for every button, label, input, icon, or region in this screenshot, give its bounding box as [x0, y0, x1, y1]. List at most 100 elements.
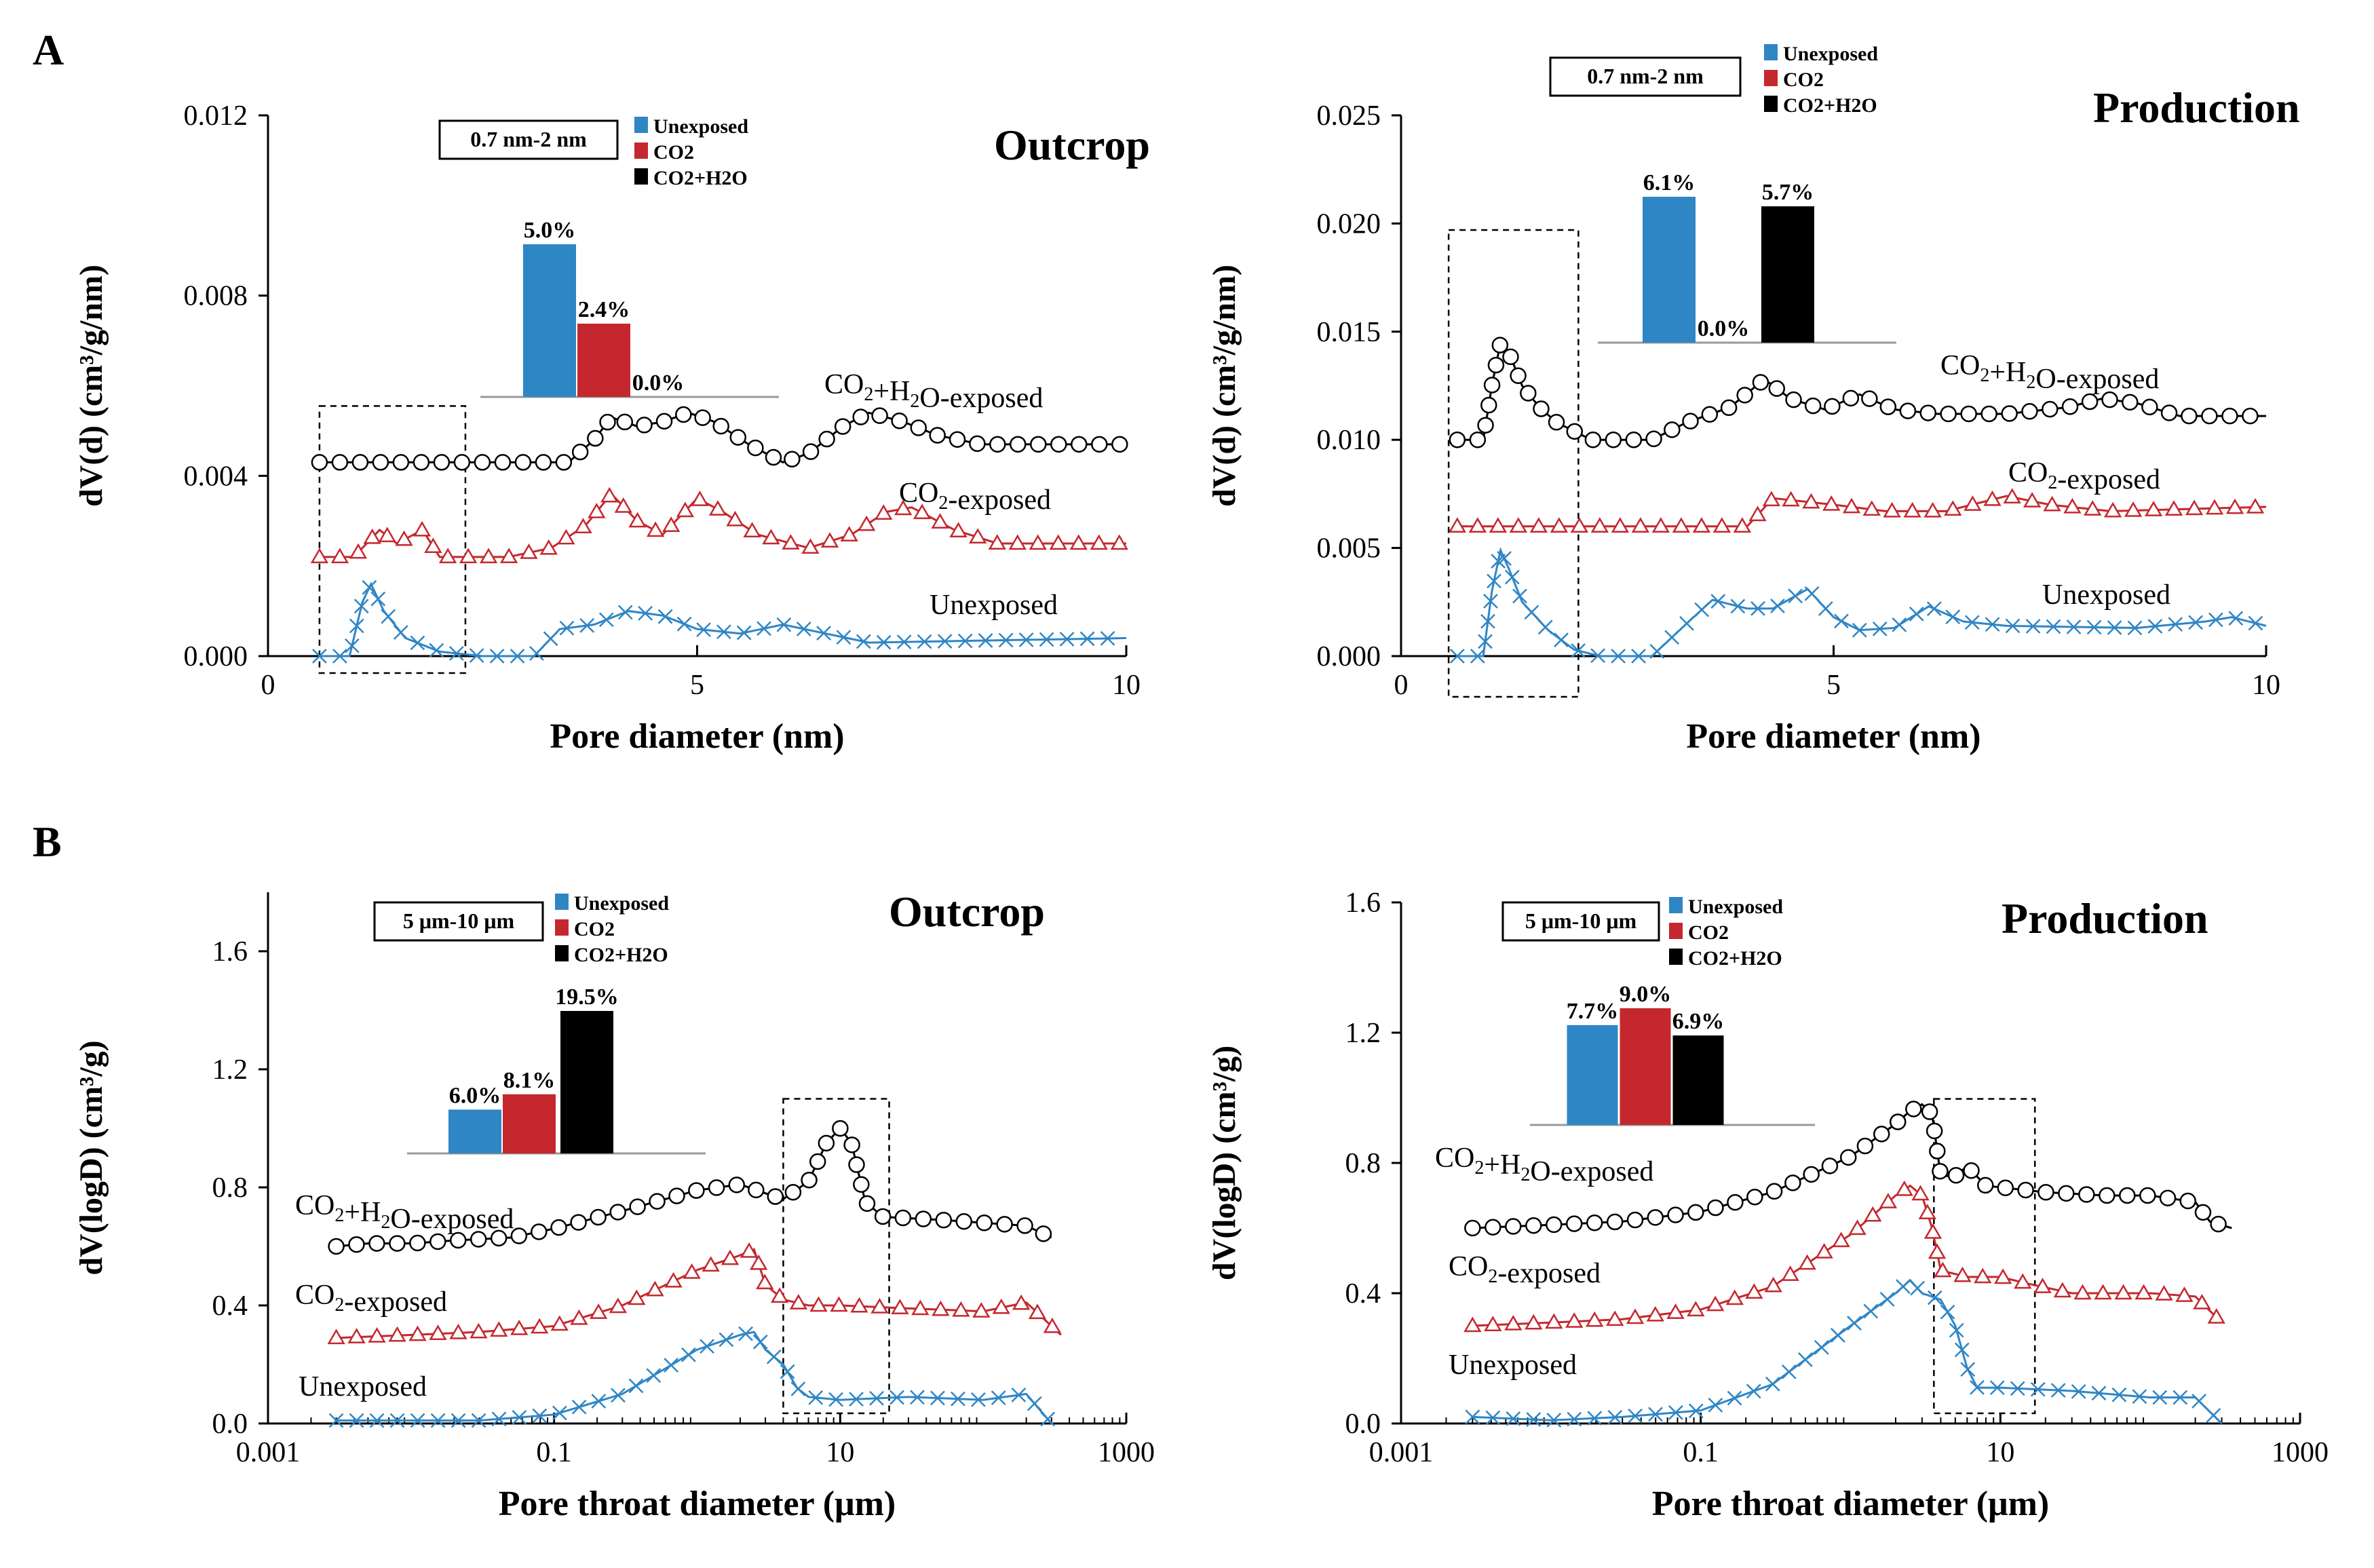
data-point	[1687, 1204, 1704, 1221]
data-point	[429, 1324, 447, 1341]
y-tick-label: 0.000	[1317, 641, 1381, 672]
inset-bar-label: 2.4%	[578, 297, 630, 322]
inset-legend-swatch	[555, 894, 569, 910]
data-point	[1746, 1188, 1763, 1206]
data-point	[1687, 1301, 1705, 1317]
data-point	[1970, 1380, 1985, 1395]
data-point	[2119, 1187, 2136, 1204]
data-point	[1964, 615, 1980, 630]
data-point	[1090, 534, 1108, 550]
data-point	[344, 638, 360, 653]
data-point	[327, 1328, 345, 1345]
data-point	[1586, 1311, 1604, 1327]
data-point	[539, 539, 558, 555]
data-point	[369, 1413, 385, 1428]
data-point	[1949, 1322, 1964, 1338]
data-point	[796, 622, 811, 636]
data-point	[408, 1325, 427, 1341]
data-point	[471, 1413, 486, 1428]
series-unexposed	[312, 579, 1127, 664]
data-point	[559, 620, 575, 636]
y-tick-label: 0.8	[212, 1172, 248, 1204]
data-point	[646, 1280, 664, 1297]
data-point	[530, 1318, 549, 1334]
inset-legend-swatch	[634, 168, 648, 185]
series-label-co2-h2o-exposed: CO2+H2O-exposed	[824, 369, 1043, 414]
data-point	[469, 648, 484, 663]
y-axis-label: dV(logD) (cm³/g)	[73, 1040, 109, 1275]
data-point	[2181, 407, 2198, 425]
data-point	[449, 1231, 467, 1249]
data-point	[349, 543, 368, 559]
inset-bar	[523, 244, 576, 397]
data-point	[748, 1181, 765, 1199]
data-point	[913, 503, 932, 520]
data-point	[1590, 517, 1609, 533]
data-point	[2246, 497, 2265, 514]
data-point	[1664, 421, 1681, 438]
data-point	[532, 1408, 548, 1423]
y-tick-label: 1.2	[212, 1054, 248, 1086]
data-point	[1762, 491, 1781, 507]
series-co2-h2o-exposed	[328, 1120, 1052, 1255]
data-point	[1923, 501, 1942, 518]
data-point	[2058, 1185, 2075, 1202]
data-point	[588, 502, 606, 518]
inset-bar-label: 9.0%	[1620, 982, 1672, 1007]
data-point	[362, 579, 377, 595]
data-point	[1864, 1206, 1882, 1222]
data-point	[889, 1390, 904, 1405]
data-point	[510, 1227, 528, 1244]
data-point	[712, 417, 729, 435]
inset-bar-label: 0.0%	[1698, 316, 1750, 341]
data-point	[628, 1378, 644, 1394]
data-point	[646, 521, 665, 537]
data-point	[349, 618, 364, 634]
data-point	[1079, 631, 1095, 647]
data-point	[1842, 497, 1861, 514]
data-point	[840, 526, 858, 542]
data-point	[1545, 1313, 1563, 1329]
data-point	[570, 1309, 588, 1325]
data-point	[1730, 598, 1746, 614]
inset-legend-label: CO2	[1688, 921, 1729, 944]
highlight-box	[782, 1098, 890, 1415]
data-point	[1533, 400, 1550, 417]
series-co2-h2o-exposed	[311, 406, 1128, 471]
data-point	[2001, 405, 2018, 422]
data-point	[1529, 517, 1548, 533]
data-point	[2206, 1408, 2221, 1423]
data-point	[2248, 615, 2263, 631]
data-point	[1879, 1292, 1895, 1307]
data-point	[590, 1208, 607, 1226]
data-point	[1586, 1215, 1603, 1231]
data-point	[1824, 398, 1841, 415]
data-point	[2242, 407, 2259, 425]
data-point	[491, 1411, 507, 1427]
data-point	[1111, 436, 1128, 453]
data-point	[328, 1238, 345, 1255]
chart-a-outcrop: 0.000 0.004 0.008 0.012 0 5 10 Pore diameter (n…	[73, 100, 1150, 756]
series-label-co2-exposed: CO2-exposed	[295, 1280, 447, 1318]
data-point	[1926, 601, 1942, 617]
data-point	[765, 448, 782, 466]
x-tick-label: 1000	[1098, 1437, 1155, 1468]
data-point	[490, 1229, 508, 1247]
data-point	[609, 1204, 626, 1221]
data-point	[843, 1136, 860, 1153]
inset-range-label: 5 μm-10 μm	[1525, 909, 1637, 933]
data-point	[738, 1326, 753, 1341]
data-point	[1940, 405, 1957, 423]
series-unexposed	[1465, 1278, 2223, 1428]
data-point	[368, 1235, 385, 1252]
data-point	[736, 625, 752, 640]
inset-range-label: 0.7 nm-2 nm	[1587, 64, 1704, 88]
data-point	[2066, 619, 2082, 634]
data-point	[2053, 1282, 2072, 1298]
data-point	[952, 1301, 970, 1317]
data-point	[1645, 430, 1662, 448]
y-tick-label: 1.6	[1345, 887, 1381, 919]
data-point	[2033, 1278, 2052, 1293]
data-point	[767, 1188, 784, 1205]
